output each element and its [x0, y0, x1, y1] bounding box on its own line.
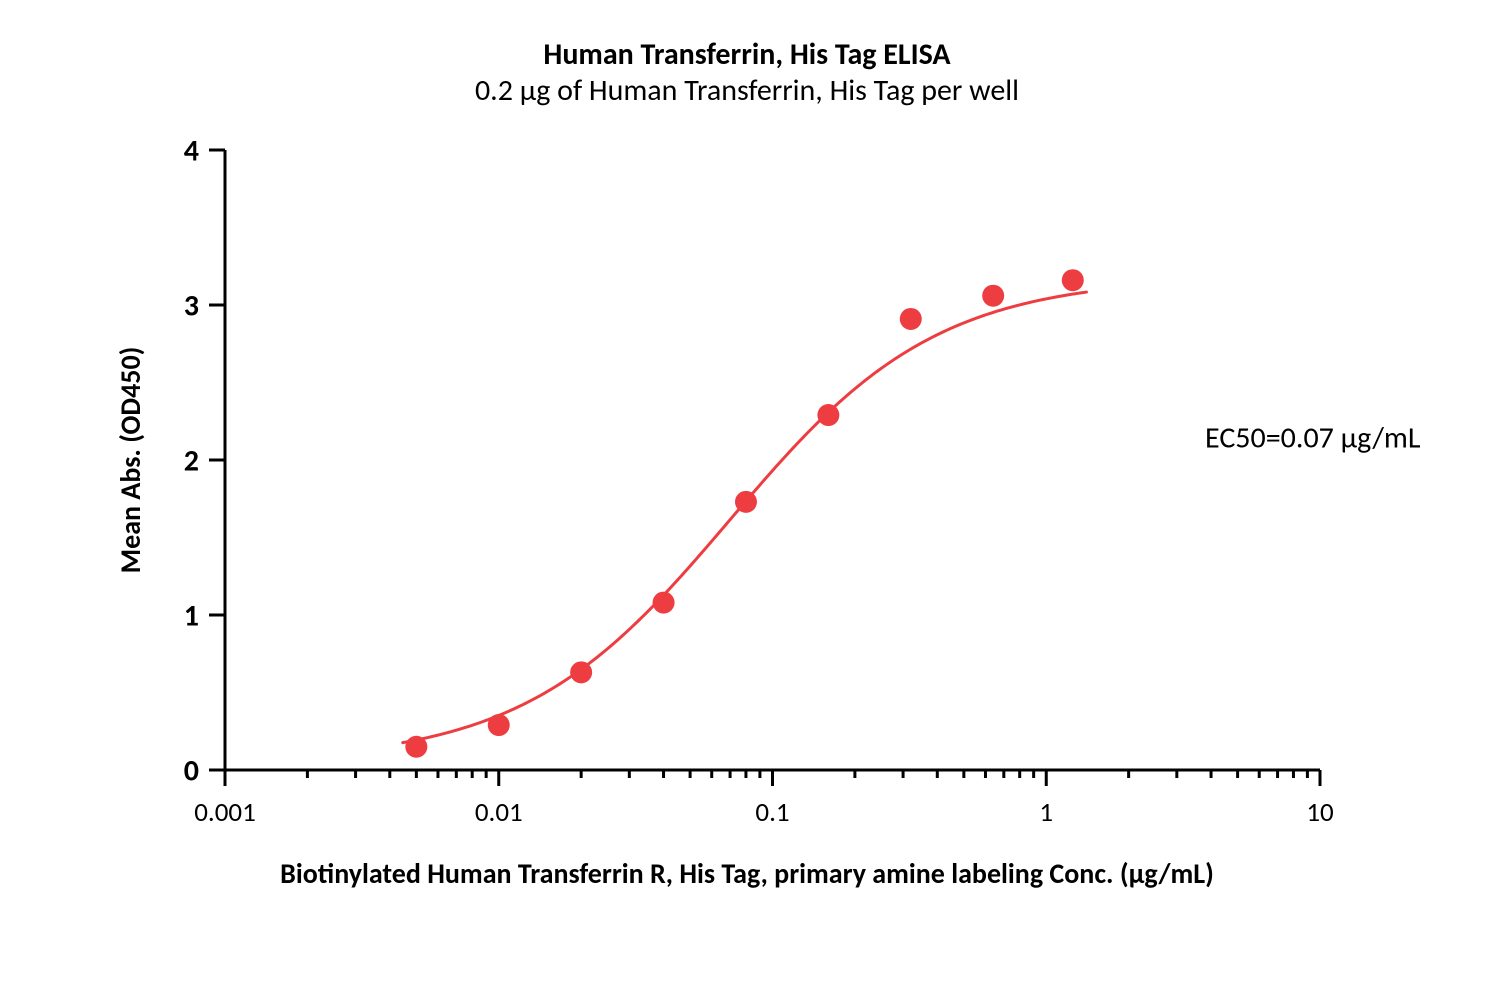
svg-text:3: 3 [184, 288, 199, 325]
tick-labels: 0 1 2 3 4 0.001 0.01 0.1 1 10 [184, 133, 1334, 830]
axes-group [209, 150, 1320, 786]
titles-group: Human Transferrin, His Tag ELISA0.2 μg o… [113, 36, 1421, 891]
svg-text:1: 1 [184, 598, 199, 635]
svg-text:0.1: 0.1 [755, 796, 789, 829]
svg-text:4: 4 [184, 133, 199, 170]
svg-text:0.001: 0.001 [194, 796, 256, 829]
svg-text:0.2 μg of Human Transferrin, H: 0.2 μg of Human Transferrin, His Tag per… [475, 72, 1019, 109]
svg-text:0: 0 [184, 753, 199, 790]
svg-text:Biotinylated Human Transferrin: Biotinylated Human Transferrin R, His Ta… [280, 856, 1214, 891]
svg-text:Human Transferrin, His Tag ELI: Human Transferrin, His Tag ELISA [543, 36, 951, 73]
svg-text:Mean Abs. (OD450): Mean Abs. (OD450) [113, 347, 148, 574]
svg-text:10: 10 [1306, 796, 1333, 829]
elisa-chart: 0 1 2 3 4 0.001 0.01 0.1 1 10 Human Transferrin, … [0, 0, 1494, 984]
svg-text:EC50=0.07 μg/mL: EC50=0.07 μg/mL [1205, 420, 1421, 457]
fit-curve [403, 292, 1087, 743]
svg-text:2: 2 [184, 443, 199, 480]
data-points [405, 269, 1083, 758]
svg-text:1: 1 [1039, 796, 1053, 829]
svg-text:0.01: 0.01 [475, 796, 523, 829]
chart-svg: 0 1 2 3 4 0.001 0.01 0.1 1 10 Human Transferrin, … [0, 0, 1494, 984]
